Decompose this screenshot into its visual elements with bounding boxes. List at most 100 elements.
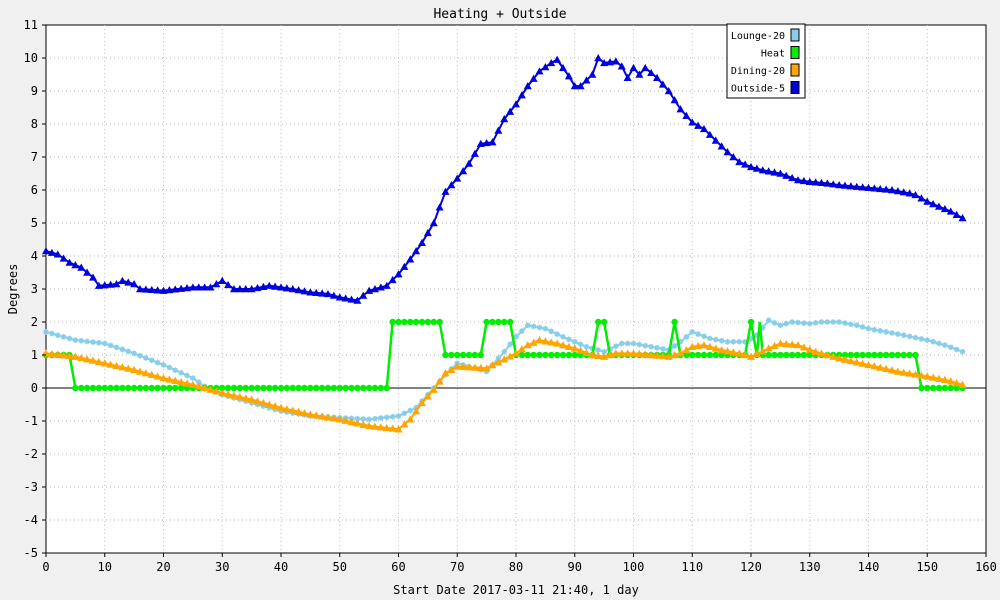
data-point [847, 351, 855, 359]
data-point [218, 276, 227, 284]
data-point [184, 372, 190, 379]
data-point [423, 392, 432, 400]
data-point [953, 384, 960, 392]
data-point [96, 339, 102, 346]
data-point [430, 318, 437, 326]
data-point [219, 384, 226, 392]
data-point [283, 384, 291, 392]
data-point [536, 324, 543, 331]
data-point [906, 351, 913, 359]
data-point [518, 351, 526, 359]
data-point [406, 255, 415, 263]
data-point [324, 413, 332, 421]
data-point [636, 341, 643, 348]
data-point [477, 351, 484, 359]
data-point [159, 374, 168, 382]
data-point [517, 91, 526, 99]
data-point [853, 351, 860, 359]
data-point [376, 423, 385, 431]
data-point [442, 351, 449, 359]
data-point [946, 377, 955, 385]
data-point [806, 320, 813, 327]
data-point [66, 335, 73, 342]
data-point [542, 351, 549, 359]
data-point [83, 355, 92, 363]
data-point [742, 339, 748, 345]
data-point [372, 415, 378, 422]
data-point [265, 400, 274, 408]
data-point [459, 167, 468, 175]
legend-label: Dining-20 [731, 66, 785, 77]
data-point [688, 118, 697, 126]
data-point [294, 286, 303, 294]
data-point [89, 384, 97, 392]
data-point [553, 339, 562, 347]
data-point [254, 401, 261, 408]
data-point [940, 204, 949, 213]
data-point [876, 184, 885, 193]
data-point [654, 345, 660, 351]
data-point [125, 384, 132, 392]
x-tick-label: 70 [450, 560, 464, 574]
data-point [495, 318, 502, 326]
data-point [476, 139, 485, 147]
data-point [559, 63, 567, 72]
data-point [535, 67, 544, 75]
data-point [694, 351, 702, 359]
data-point [131, 350, 137, 357]
data-point [705, 130, 714, 138]
data-point [729, 153, 738, 161]
data-point [617, 62, 626, 70]
data-point [841, 355, 849, 363]
data-point [946, 207, 955, 215]
data-point [771, 320, 778, 326]
data-point [952, 210, 961, 218]
data-point [112, 361, 121, 370]
data-point [141, 285, 150, 293]
data-point [764, 167, 773, 175]
data-point [842, 320, 848, 326]
data-point [893, 187, 902, 195]
data-point [595, 318, 602, 326]
x-axis-label: Start Date 2017-03-11 21:40, 1 day [393, 583, 639, 597]
data-point [78, 338, 85, 344]
data-point [570, 82, 579, 90]
data-point [354, 415, 361, 422]
data-point [353, 296, 362, 304]
data-point [912, 334, 919, 341]
data-point [877, 351, 884, 359]
data-point [658, 352, 667, 360]
grid-lines [46, 25, 986, 553]
data-point [560, 334, 566, 340]
x-tick-label: 80 [509, 560, 523, 574]
data-point [582, 76, 591, 84]
data-point [553, 55, 562, 63]
data-point [958, 380, 967, 388]
x-tick-label: 100 [623, 560, 645, 574]
data-point [271, 282, 280, 290]
data-point [553, 351, 561, 359]
data-point [936, 340, 942, 347]
data-point [130, 280, 139, 288]
data-point [924, 384, 931, 392]
data-point [141, 369, 150, 377]
data-point [841, 181, 849, 189]
data-point [271, 402, 280, 410]
data-point [647, 68, 656, 77]
data-point [259, 398, 268, 407]
data-point [54, 332, 61, 338]
data-point [929, 384, 937, 392]
data-point [53, 250, 62, 258]
data-point [559, 341, 567, 349]
chart-title: Heating + Outside [433, 7, 566, 22]
data-point [940, 375, 949, 383]
data-point [548, 351, 555, 359]
data-point [354, 384, 361, 392]
y-tick-label: 0 [31, 381, 38, 395]
data-point [688, 342, 697, 350]
data-point [677, 339, 684, 345]
data-point [870, 362, 879, 370]
data-point [501, 318, 508, 326]
data-point [418, 318, 426, 326]
